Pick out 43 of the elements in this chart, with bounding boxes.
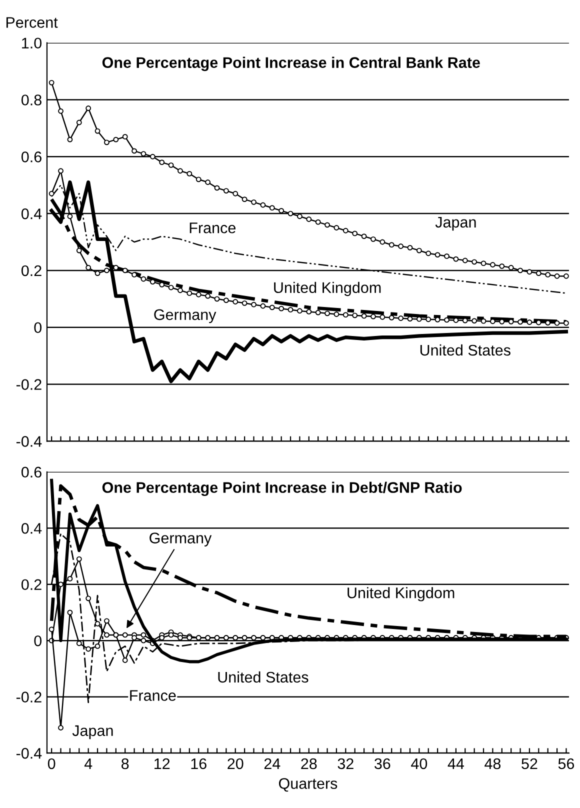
x-axis-title: Quarters: [278, 778, 338, 792]
series-label: United Kingdom: [274, 282, 381, 296]
x-tick-label: 0: [48, 758, 56, 770]
y-axis-title: Percent: [6, 17, 58, 28]
x-tick-label: 16: [191, 758, 206, 770]
x-tick-label: 44: [448, 758, 464, 769]
y-tick-label: 0.6: [21, 152, 42, 162]
y-tick-label: 0: [34, 635, 42, 646]
x-tick-label: 52: [522, 758, 538, 770]
x-tick-label: 56: [558, 758, 574, 770]
x-tick-label: 20: [228, 758, 244, 770]
y-tick-label: 0.2: [21, 265, 42, 276]
y-tick-label: -0.2: [16, 379, 42, 390]
series-label: Japan: [435, 216, 476, 231]
x-tick-label: 32: [338, 758, 354, 770]
series-label: Germany: [154, 309, 216, 324]
x-tick-label: 24: [264, 758, 280, 769]
y-tick-label: 0.4: [21, 522, 42, 534]
y-tick-label: -0.2: [16, 692, 42, 703]
y-tick-label: 0.8: [21, 94, 42, 106]
series-label: France: [130, 690, 176, 701]
y-tick-label: 0: [34, 322, 42, 334]
text: Germany: [150, 532, 212, 546]
series-label: United States: [218, 671, 308, 683]
x-tick-label: 36: [374, 758, 390, 770]
series-label: United Kingdom: [348, 587, 454, 602]
series-label: United States: [420, 344, 510, 356]
text: One Percentage Point Increase in Debt/GNP Ratio: [102, 482, 462, 496]
x-tick-label: 4: [84, 758, 92, 769]
y-tick-label: -0.4: [16, 748, 42, 759]
series-label: France: [190, 222, 236, 234]
series-label: Japan: [72, 725, 113, 740]
y-tick-label: 0.2: [21, 579, 42, 590]
y-tick-label: -0.4: [16, 436, 42, 447]
y-tick-label: 0.6: [21, 466, 42, 478]
text: One Percentage Point Increase in Central Bank Rate: [102, 56, 480, 72]
y-tick-label: 0.4: [21, 208, 42, 220]
x-tick-label: 40: [411, 758, 428, 770]
x-tick-label: 12: [154, 758, 170, 769]
x-tick-label: 28: [301, 758, 317, 770]
y-tick-label: 1.0: [22, 38, 42, 49]
x-tick-label: 8: [122, 758, 129, 770]
x-tick-label: 48: [484, 758, 501, 770]
